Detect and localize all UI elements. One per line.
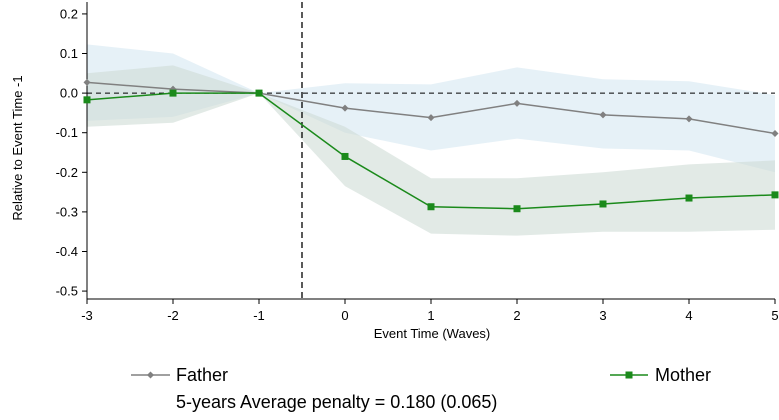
x-tick-label: -3 — [81, 308, 93, 323]
x-tick-label: 4 — [685, 308, 692, 323]
data-point-mother — [513, 205, 521, 213]
y-tick-label: -0.5 — [56, 284, 78, 299]
x-tick-label: 3 — [599, 308, 606, 323]
confidence-bands — [87, 44, 775, 236]
data-point-mother — [427, 203, 435, 211]
ci-band-mother — [87, 65, 775, 236]
y-tick-label: -0.4 — [56, 244, 78, 259]
legend-father-marker-icon — [147, 371, 154, 379]
legend-mother-label: Mother — [655, 365, 711, 385]
series-markers — [83, 78, 779, 213]
y-tick-label: 0.1 — [60, 46, 78, 61]
data-point-mother — [255, 89, 263, 97]
x-tick-label: 2 — [513, 308, 520, 323]
data-point-mother — [341, 152, 349, 160]
x-tick-label: -2 — [167, 308, 179, 323]
data-point-mother — [599, 200, 607, 208]
y-tick-label: 0.0 — [60, 86, 78, 101]
axes — [82, 2, 776, 304]
ci-band-father — [87, 44, 775, 173]
legend-note: 5-years Average penalty = 0.180 (0.065) — [176, 392, 497, 412]
tick-labels: 0.2 0.1 0.0 -0.1 -0.2 -0.3 -0.4 -0.5-3 -2 -1 0 1 2 3 4… — [56, 6, 779, 323]
data-point-father — [83, 78, 91, 86]
x-tick-label: 0 — [341, 308, 348, 323]
x-axis-title: Event Time (Waves) — [374, 326, 491, 341]
legend-mother-marker-icon — [625, 371, 633, 379]
x-tick-label: 5 — [771, 308, 778, 323]
data-point-father — [685, 115, 693, 123]
y-tick-label: -0.1 — [56, 125, 78, 140]
data-point-father — [599, 111, 607, 119]
legend: Father Mother 5-years Average penalty = … — [131, 365, 711, 412]
reference-lines — [87, 2, 775, 300]
y-axis-title: Relative to Event Time -1 — [10, 75, 25, 220]
y-tick-label: 0.2 — [60, 6, 78, 21]
data-point-father — [513, 99, 521, 107]
data-point-mother — [685, 194, 693, 202]
data-point-father — [427, 114, 435, 122]
x-tick-label: 1 — [427, 308, 434, 323]
data-point-mother — [169, 89, 177, 97]
y-tick-label: -0.3 — [56, 204, 78, 219]
data-point-father — [341, 104, 349, 112]
legend-item-mother: Mother — [610, 365, 711, 385]
data-point-mother — [83, 96, 91, 104]
y-tick-label: -0.2 — [56, 165, 78, 180]
legend-father-label: Father — [176, 365, 228, 385]
data-point-mother — [771, 191, 779, 199]
x-tick-label: -1 — [253, 308, 265, 323]
legend-item-father: Father — [131, 365, 228, 385]
data-point-father — [771, 129, 779, 137]
